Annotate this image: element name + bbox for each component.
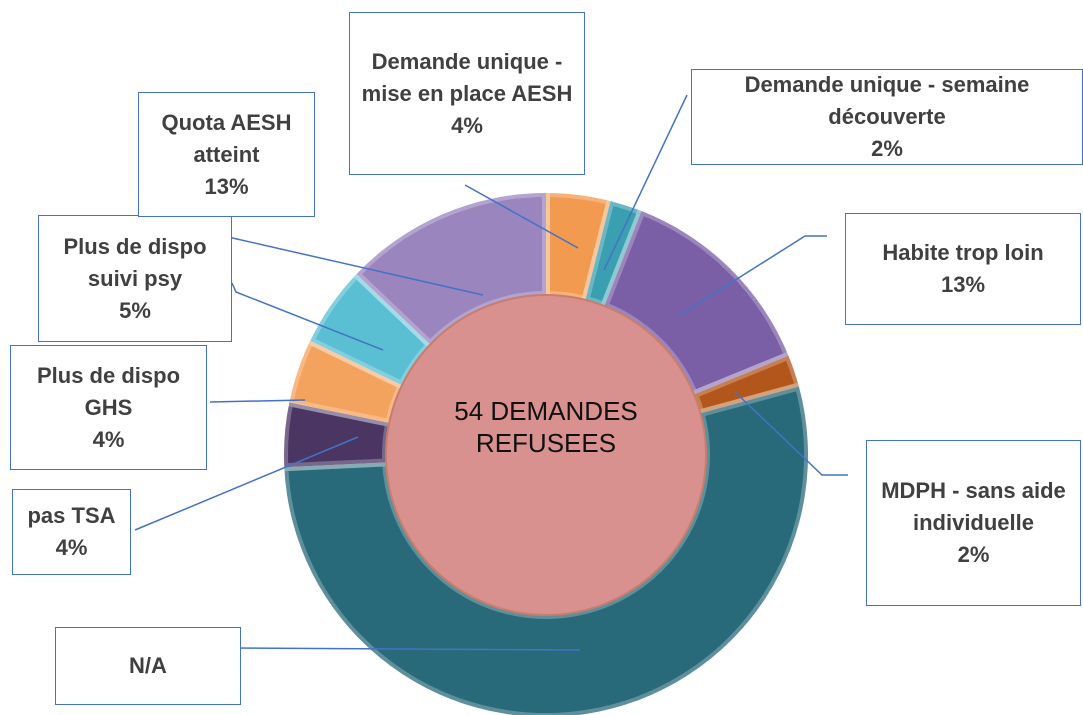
value-label: 2%	[957, 542, 990, 567]
category-label: Habite trop loin	[882, 240, 1044, 265]
leader-line	[231, 282, 384, 351]
center-circle	[385, 294, 707, 616]
value-label: 4%	[55, 535, 88, 560]
center-label: 54 DEMANDES REFUSEES	[454, 396, 638, 458]
category-label: Plus de dispo GHS	[36, 362, 181, 420]
category-label: Demande unique - semaine découverte	[744, 72, 1030, 129]
category-label: Plus de dispo suivi psy	[63, 233, 207, 291]
category-label: Quota AESH atteint	[161, 109, 292, 167]
label-box: N/A	[55, 627, 241, 705]
leader-line	[227, 236, 484, 296]
label-box: MDPH - sans aide individuelle 2%	[866, 440, 1081, 606]
leader-line	[134, 436, 359, 531]
value-label: 13%	[940, 272, 986, 297]
category-label: MDPH - sans aide individuelle	[881, 478, 1066, 535]
label-box: Demande unique - semaine découverte 2%	[691, 69, 1083, 165]
value-label: 5%	[119, 297, 151, 323]
label-box: Plus de dispo suivi psy 5%	[38, 215, 232, 342]
value-label: 4%	[451, 112, 483, 138]
label-box: Plus de dispo GHS 4%	[10, 345, 207, 470]
label-box: Habite trop loin 13%	[845, 213, 1081, 325]
leader-line	[209, 399, 306, 403]
label-box: Demande unique - mise en place AESH 4%	[349, 12, 585, 175]
category-label: Demande unique - mise en place AESH	[361, 48, 573, 106]
value-label: 4%	[92, 426, 125, 452]
label-box: pas TSA 4%	[12, 489, 131, 575]
leader-line	[734, 391, 848, 476]
label-box: Quota AESH atteint 13%	[138, 92, 315, 217]
leader-line	[227, 647, 581, 651]
leader-line	[464, 184, 579, 249]
leader-line	[679, 235, 827, 316]
category-label: pas TSA	[27, 503, 116, 528]
value-label: 13%	[204, 173, 249, 199]
value-label: 2%	[871, 136, 903, 161]
leader-line	[603, 94, 688, 271]
category-label: N/A	[129, 653, 167, 678]
